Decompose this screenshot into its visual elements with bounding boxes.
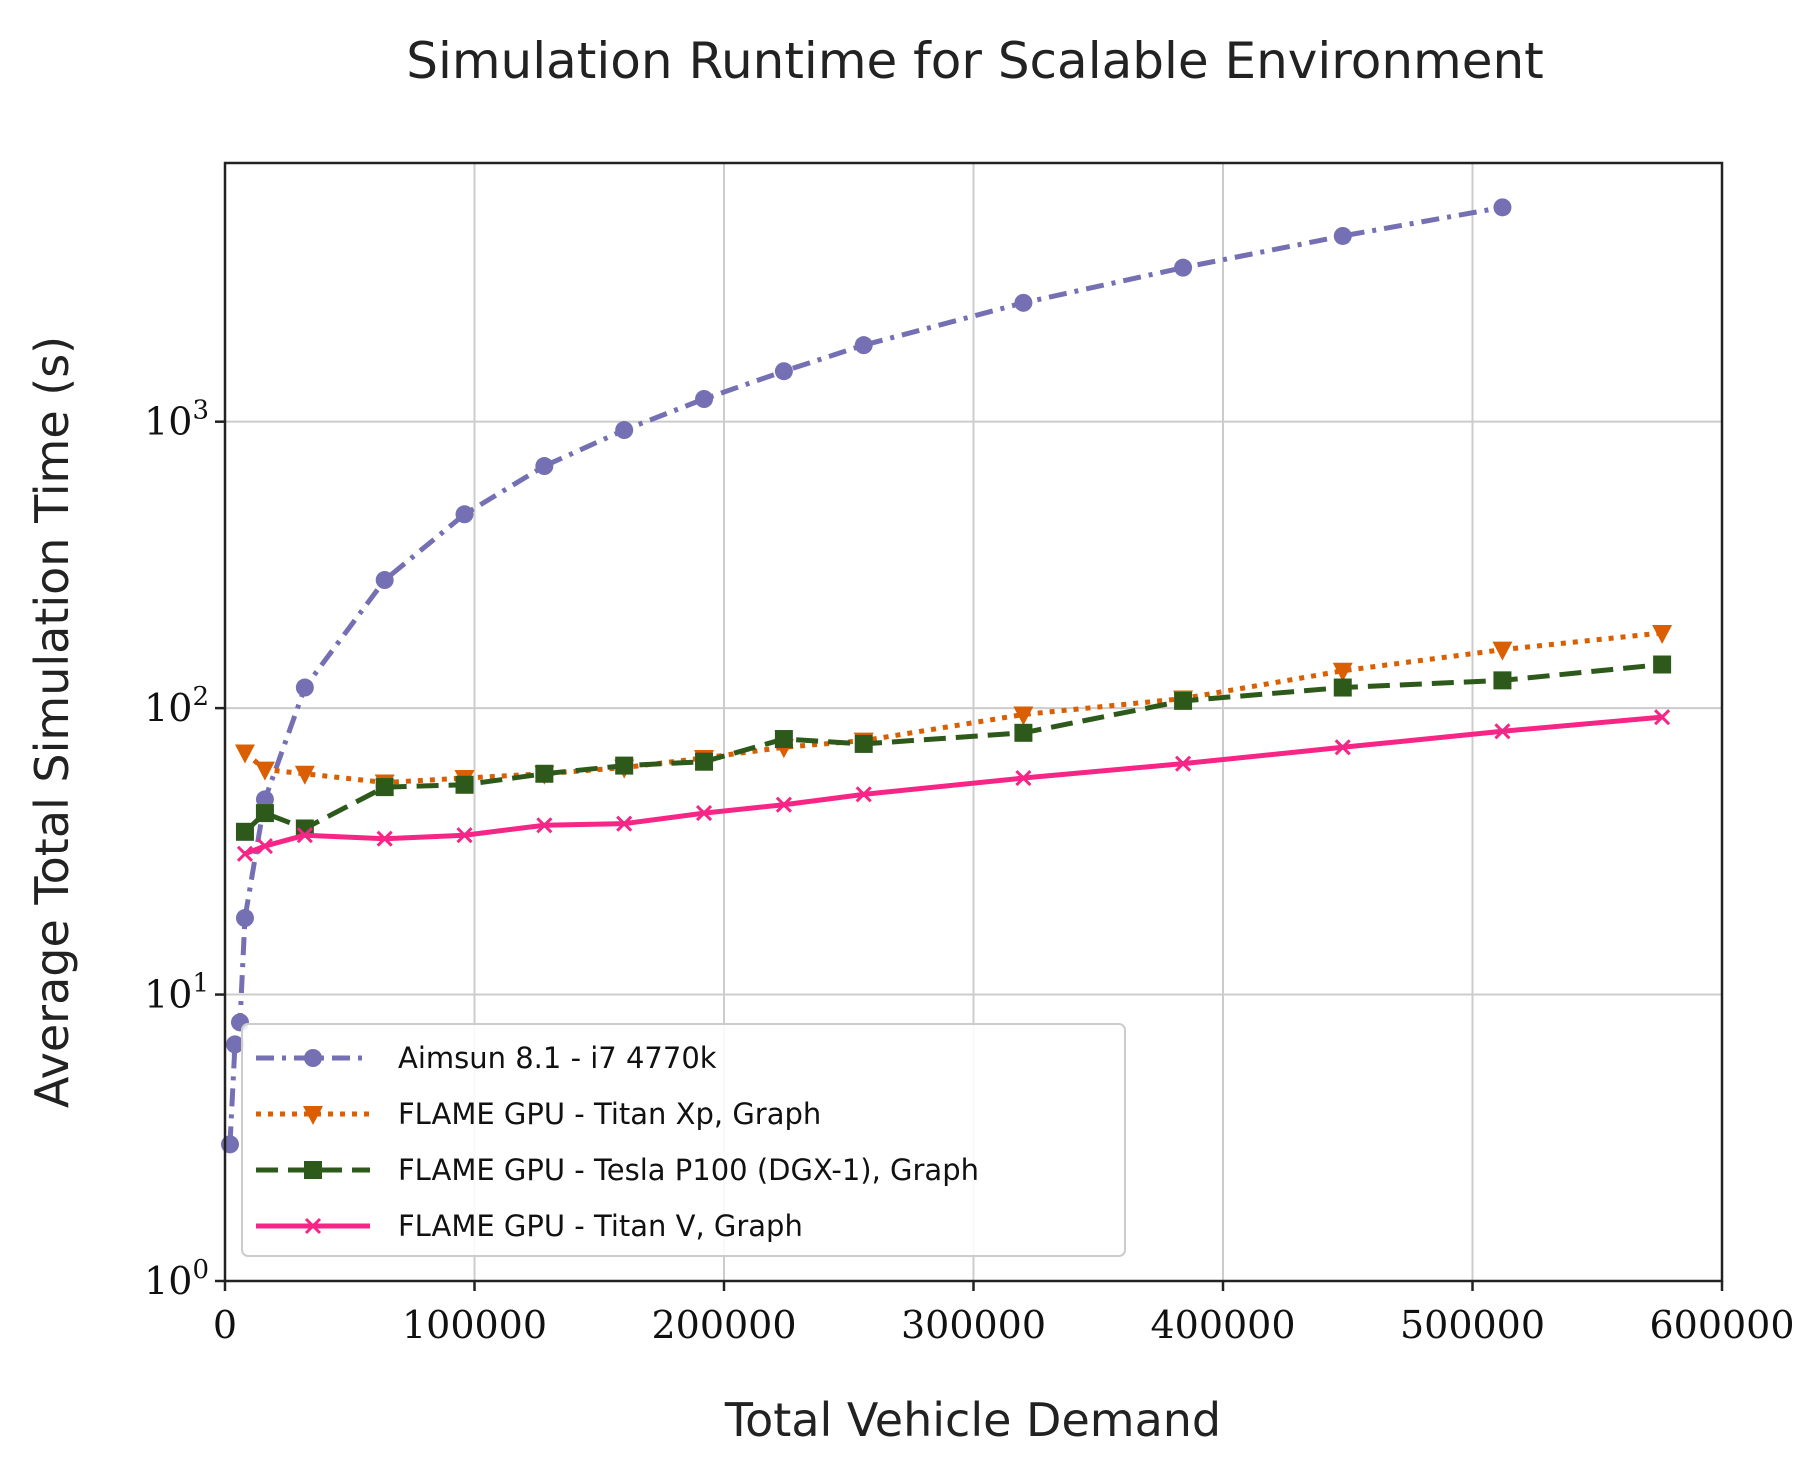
ticks: 0 100000 200000 300000 400000 500000 600000100… bbox=[144, 396, 1794, 1347]
data-point bbox=[855, 786, 872, 803]
data-point bbox=[375, 778, 394, 797]
series-4 bbox=[236, 709, 1671, 862]
data-point bbox=[236, 845, 254, 862]
series-layer bbox=[220, 198, 1673, 1154]
y-tick-base: 10 bbox=[144, 973, 192, 1017]
data-point bbox=[1013, 706, 1034, 726]
series-line bbox=[227, 204, 1503, 1145]
y-tick-exponent: 3 bbox=[192, 396, 209, 426]
legend-label: Aimsun 8.1 - i7 4770k bbox=[398, 1041, 717, 1075]
data-point bbox=[1174, 691, 1193, 710]
data-point bbox=[616, 815, 633, 832]
legend-marker bbox=[304, 1049, 322, 1067]
legend-marker bbox=[304, 1161, 322, 1179]
series-line bbox=[243, 630, 1663, 785]
data-point bbox=[235, 822, 254, 841]
y-tick-label: 101 bbox=[144, 969, 209, 1017]
data-point bbox=[1654, 709, 1671, 726]
data-point bbox=[455, 775, 474, 794]
legend-label: FLAME GPU - Titan V, Graph bbox=[398, 1209, 803, 1243]
y-tick-base: 10 bbox=[144, 686, 192, 730]
legend-entry: FLAME GPU - Titan V, Graph bbox=[256, 1209, 803, 1243]
data-point bbox=[455, 505, 474, 524]
data-point bbox=[775, 796, 792, 813]
data-point bbox=[695, 752, 714, 771]
legend: Aimsun 8.1 - i7 4770k FLAME GPU - Titan X… bbox=[241, 1023, 1126, 1257]
data-point bbox=[615, 756, 634, 775]
data-point bbox=[296, 827, 313, 844]
data-point bbox=[695, 805, 713, 822]
x-axis-label: Total Vehicle Demand bbox=[724, 1393, 1221, 1447]
data-point bbox=[254, 761, 275, 781]
data-point bbox=[854, 734, 873, 753]
data-point bbox=[774, 362, 793, 381]
data-point bbox=[615, 421, 634, 440]
series-3 bbox=[235, 655, 1672, 841]
data-point bbox=[255, 804, 274, 823]
data-point bbox=[375, 571, 394, 590]
data-point bbox=[220, 1135, 239, 1154]
data-point bbox=[1492, 641, 1513, 661]
x-tick-label: 500000 bbox=[1400, 1303, 1545, 1347]
data-point bbox=[1652, 624, 1673, 644]
x-tick-label: 200000 bbox=[651, 1303, 796, 1347]
data-point bbox=[376, 830, 393, 847]
data-point bbox=[1014, 293, 1033, 312]
data-point bbox=[256, 837, 273, 855]
chart-title: Simulation Runtime for Scalable Environm… bbox=[406, 32, 1544, 90]
data-point bbox=[1175, 755, 1192, 772]
x-tick-label: 300000 bbox=[901, 1303, 1046, 1347]
legend-marker bbox=[304, 1217, 322, 1235]
data-point bbox=[1015, 769, 1032, 787]
x-tick-label: 0 bbox=[213, 1303, 237, 1347]
data-point bbox=[535, 457, 554, 476]
y-tick-label: 100 bbox=[144, 1255, 209, 1303]
legend-label: FLAME GPU - Tesla P100 (DGX-1), Graph bbox=[398, 1153, 979, 1187]
x-tick-label: 400000 bbox=[1150, 1303, 1295, 1347]
data-point bbox=[234, 744, 255, 764]
legend-marker bbox=[303, 1106, 323, 1125]
legend-entry: FLAME GPU - Titan Xp, Graph bbox=[256, 1097, 821, 1131]
data-point bbox=[1014, 723, 1033, 742]
y-axis-label: Average Total Simulation Time (s) bbox=[25, 336, 79, 1108]
data-point bbox=[1653, 655, 1672, 674]
legend-entry: Aimsun 8.1 - i7 4770k bbox=[256, 1041, 717, 1075]
data-point bbox=[295, 678, 314, 697]
data-point bbox=[1333, 678, 1352, 697]
data-point bbox=[854, 336, 873, 355]
y-tick-base: 10 bbox=[144, 400, 192, 444]
legend-entry: FLAME GPU - Tesla P100 (DGX-1), Graph bbox=[256, 1153, 979, 1187]
x-tick-label: 100000 bbox=[402, 1303, 547, 1347]
data-point bbox=[536, 817, 553, 834]
data-point bbox=[695, 390, 714, 409]
legend-box bbox=[241, 1023, 1126, 1257]
data-point bbox=[255, 790, 274, 809]
y-tick-base: 10 bbox=[144, 1259, 192, 1303]
data-point bbox=[1494, 723, 1511, 740]
data-point bbox=[1334, 739, 1351, 756]
y-tick-exponent: 0 bbox=[192, 1255, 209, 1285]
x-tick-label: 600000 bbox=[1649, 1303, 1794, 1347]
series-1 bbox=[220, 198, 1512, 1154]
data-point bbox=[235, 909, 254, 928]
y-tick-exponent: 2 bbox=[192, 682, 209, 712]
y-tick-label: 102 bbox=[144, 682, 209, 730]
data-point bbox=[1174, 258, 1193, 277]
data-point bbox=[774, 730, 793, 749]
y-tick-exponent: 1 bbox=[192, 969, 209, 999]
data-point bbox=[1333, 226, 1352, 245]
legend-label: FLAME GPU - Titan Xp, Graph bbox=[398, 1097, 821, 1131]
data-point bbox=[535, 764, 554, 783]
data-point bbox=[225, 1035, 244, 1054]
data-point bbox=[456, 827, 473, 844]
y-tick-label: 103 bbox=[144, 396, 209, 444]
data-point bbox=[1493, 671, 1512, 690]
data-point bbox=[294, 765, 315, 785]
data-point bbox=[1332, 662, 1353, 682]
data-point bbox=[1493, 198, 1512, 217]
